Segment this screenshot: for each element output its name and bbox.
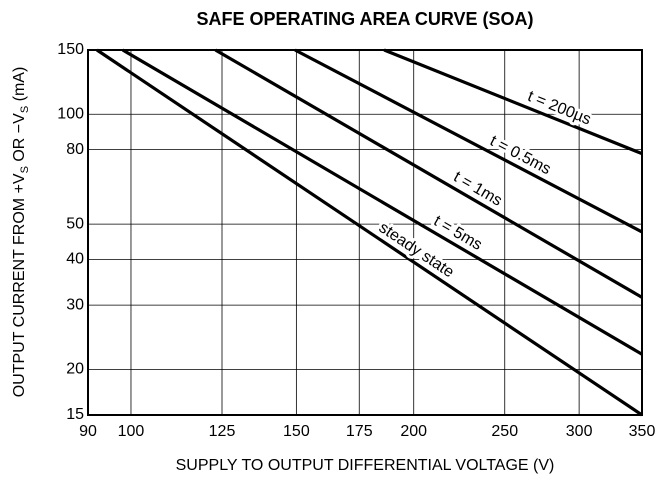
y-label-part: OUTPUT CURRENT FROM +V — [11, 173, 28, 397]
y-tick-label: 50 — [66, 215, 84, 232]
curve — [96, 48, 643, 417]
y-tick-label: 30 — [66, 296, 84, 313]
x-tick-label: 100 — [118, 423, 145, 440]
chart-title: SAFE OPERATING AREA CURVE (SOA) — [196, 9, 533, 29]
curve — [121, 48, 643, 356]
x-tick-label: 90 — [79, 423, 97, 440]
y-tick-label: 40 — [66, 251, 84, 268]
y-tick-label: 15 — [66, 406, 84, 423]
x-tick-label: 250 — [491, 423, 518, 440]
x-axis-label: SUPPLY TO OUTPUT DIFFERENTIAL VOLTAGE (V… — [176, 457, 555, 474]
x-tick-label: 125 — [209, 423, 236, 440]
y-tick-label: 20 — [66, 361, 84, 378]
curve — [383, 48, 643, 156]
y-label-part: OR −V — [11, 113, 28, 166]
x-tick-label: 350 — [629, 423, 656, 440]
y-tick-label: 150 — [57, 41, 84, 58]
y-label-sub: S — [19, 166, 31, 173]
x-tick-label: 175 — [346, 423, 373, 440]
plot-frame — [87, 49, 643, 416]
y-axis-label: OUTPUT CURRENT FROM +VS OR −VS (mA) — [11, 67, 31, 398]
y-label-sub: S — [19, 106, 31, 113]
curve — [294, 48, 643, 234]
curve-label: t = 200µs — [525, 88, 593, 129]
y-label-part: (mA) — [11, 67, 28, 106]
x-tick-label: 200 — [400, 423, 427, 440]
y-tick-label: 100 — [57, 105, 84, 122]
x-tick-label: 300 — [566, 423, 593, 440]
curve — [214, 48, 643, 299]
y-tick-label: 80 — [66, 141, 84, 158]
x-tick-label: 150 — [283, 423, 310, 440]
